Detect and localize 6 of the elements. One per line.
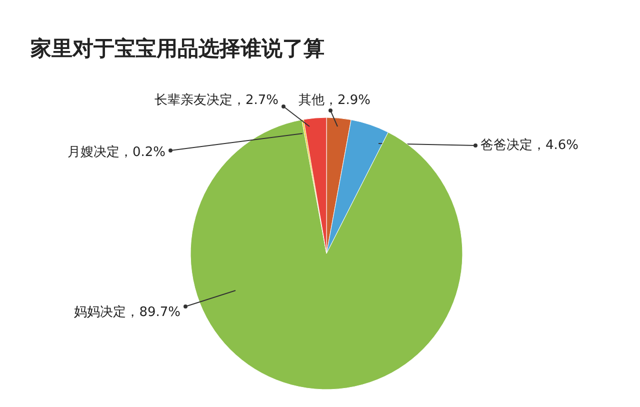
slice-label: 月嫂决定，0.2% (67, 145, 166, 160)
slice-label: 妈妈决定，89.7% (74, 305, 181, 320)
chart-title: 家里对于宝宝用品选择谁说了算 (30, 36, 324, 60)
slice-label: 其他，2.9% (298, 93, 371, 108)
slice-label: 爸爸决定，4.6% (480, 138, 579, 153)
slice-label: 长辈亲友决定，2.7% (154, 93, 279, 108)
